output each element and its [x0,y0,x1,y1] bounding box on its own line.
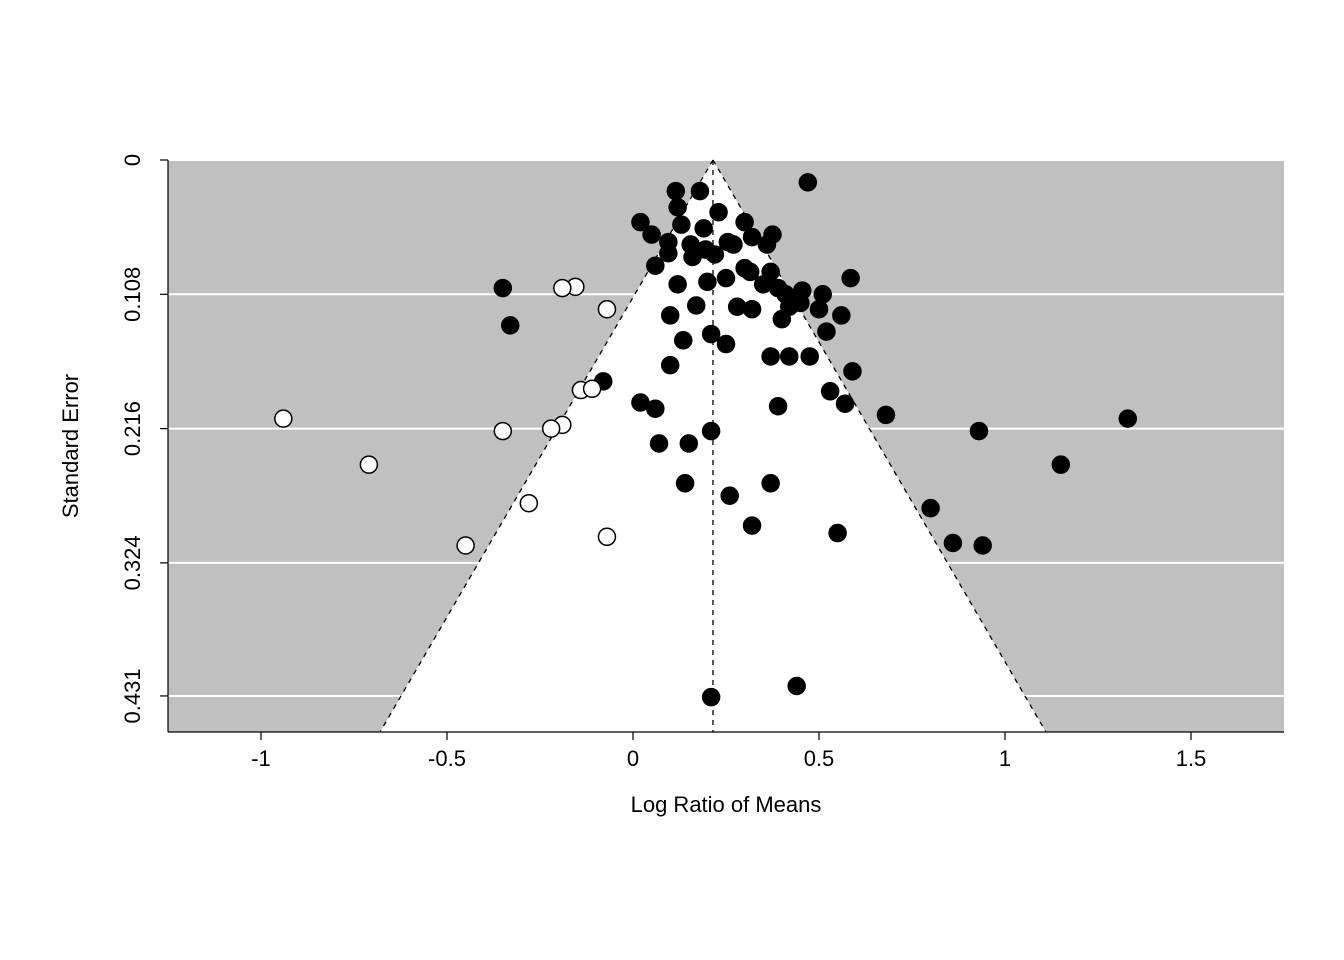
y-tick-label: 0.431 [120,668,145,723]
data-point-filled [718,336,735,353]
data-point-filled [699,273,716,290]
x-tick-label: 0 [627,746,639,771]
data-point-filled [842,270,859,287]
data-point-filled [801,348,818,365]
data-point-filled [833,307,850,324]
data-point-filled [718,270,735,287]
y-tick-label: 0.108 [120,267,145,322]
data-point-filled [721,487,738,504]
data-point-filled [651,435,668,452]
data-point-filled [673,216,690,233]
data-point-filled [792,295,809,312]
data-point-filled [502,317,519,334]
data-point-filled [729,298,746,315]
data-point-filled [494,280,511,297]
data-point-open [275,410,292,427]
data-point-filled [788,677,805,694]
x-axis-label: Log Ratio of Means [631,792,822,817]
data-point-filled [703,689,720,706]
data-point-filled [710,204,727,221]
data-point-filled [744,517,761,534]
data-point-filled [781,348,798,365]
x-tick-label: 1 [999,746,1011,771]
data-point-filled [799,174,816,191]
data-point-filled [662,357,679,374]
data-point-open [584,380,601,397]
data-point-open [598,301,615,318]
data-point-filled [647,400,664,417]
x-tick-label: -1 [251,746,271,771]
data-point-open [360,456,377,473]
data-point-open [457,537,474,554]
data-point-filled [818,323,835,340]
data-point-filled [643,226,660,243]
data-point-filled [944,534,961,551]
data-point-open [554,280,571,297]
data-point-filled [677,475,694,492]
data-point-filled [706,246,723,263]
data-point-open [543,420,560,437]
data-point-filled [1052,456,1069,473]
y-tick-label: 0.324 [120,535,145,590]
data-point-filled [742,263,759,280]
y-axis-label: Standard Error [58,374,83,518]
data-point-filled [675,332,692,349]
data-point-filled [695,220,712,237]
data-point-filled [844,363,861,380]
data-point-filled [837,395,854,412]
plot-svg: -1 -0.5 0 0.5 1 1.5 0 0.108 0.216 0.324 0.431 Log R… [0,0,1344,960]
data-point-filled [744,301,761,318]
data-point-filled [703,326,720,343]
x-tick-label: -0.5 [428,746,466,771]
funnel-plot: -1 -0.5 0 0.5 1 1.5 0 0.108 0.216 0.324 0.431 Log R… [0,0,1344,960]
x-tick-label: 0.5 [804,746,835,771]
data-point-open [494,423,511,440]
data-point-filled [669,276,686,293]
data-point-filled [773,311,790,328]
data-point-filled [669,199,686,216]
data-point-filled [680,435,697,452]
x-tick-label: 1.5 [1176,746,1207,771]
data-point-filled [811,301,828,318]
data-point-filled [877,406,894,423]
data-point-filled [1119,410,1136,427]
data-point-filled [688,297,705,314]
data-point-filled [647,257,664,274]
data-point-filled [922,500,939,517]
data-point-open [598,528,615,545]
data-point-filled [762,348,779,365]
data-point-filled [974,537,991,554]
data-point-filled [762,475,779,492]
y-tick-label: 0 [120,154,145,166]
data-point-filled [829,525,846,542]
data-point-filled [822,383,839,400]
data-point-filled [691,183,708,200]
data-point-filled [725,236,742,253]
data-point-filled [660,245,677,262]
data-point-open [520,495,537,512]
data-point-filled [667,183,684,200]
data-point-filled [662,307,679,324]
y-tick-label: 0.216 [120,401,145,456]
data-point-filled [758,236,775,253]
data-point-filled [970,423,987,440]
data-point-filled [703,423,720,440]
data-point-filled [684,248,701,265]
data-point-filled [770,398,787,415]
